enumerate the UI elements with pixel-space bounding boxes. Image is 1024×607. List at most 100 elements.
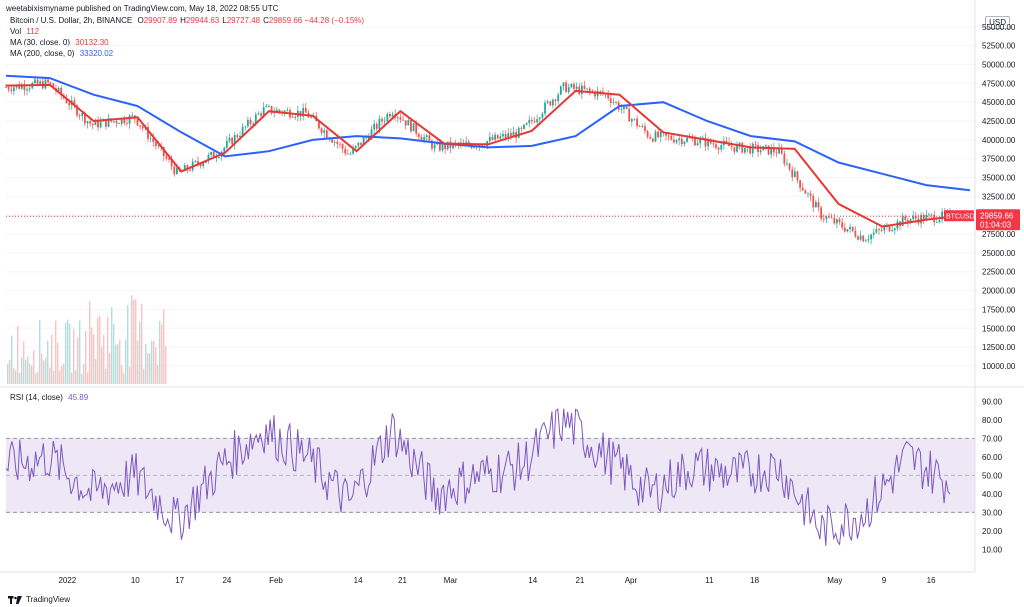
candle-body [751, 143, 754, 154]
candle-body [796, 171, 799, 181]
candle-body [583, 85, 586, 89]
candle-body [638, 126, 641, 127]
volume-bar [99, 315, 101, 384]
rsi-tick-label: 20.00 [982, 527, 1003, 536]
candle-body [446, 141, 449, 150]
candle-body [536, 119, 539, 123]
candle-body [867, 239, 870, 241]
candle-body [922, 214, 925, 221]
volume-bar [87, 372, 89, 384]
candle-body [772, 147, 775, 153]
candle-body [225, 140, 228, 148]
price-tick-label: 17500.00 [982, 305, 1016, 314]
price-tick-label: 10000.00 [982, 362, 1016, 371]
volume-bar [131, 295, 133, 384]
candle-body [812, 196, 815, 208]
candle-body [34, 79, 36, 83]
last-price-box [976, 209, 1020, 231]
candle-body [373, 123, 376, 130]
candle-body [78, 115, 81, 117]
candle-body [780, 147, 783, 154]
volume-bar [57, 342, 59, 384]
candle-body [846, 229, 849, 232]
candle-body [907, 219, 909, 223]
candle-body [688, 137, 691, 139]
candle-body [552, 99, 554, 106]
candle-body [162, 146, 165, 157]
candle-body [462, 142, 465, 144]
candle-body [157, 145, 160, 147]
last-price-label: 29859.66 [980, 211, 1014, 220]
rsi-tick-label: 40.00 [982, 490, 1003, 499]
candle-body [707, 139, 709, 147]
candle-body [767, 145, 770, 155]
candle-body [402, 119, 404, 121]
candle-body [883, 226, 886, 231]
candle-body [118, 123, 120, 125]
candle-body [115, 121, 118, 124]
symbol-legend: Bitcoin / U.S. Dollar, 2h, BINANCE O2990… [10, 16, 364, 25]
candle-body [488, 136, 491, 142]
rsi-legend: RSI (14, close) 45.89 [10, 393, 88, 402]
footer-brand[interactable]: TradingView [8, 595, 70, 604]
candle-body [625, 106, 628, 109]
candle-body [636, 118, 638, 127]
volume-bar [107, 316, 109, 384]
candle-body [891, 230, 894, 232]
candle-body [801, 187, 804, 191]
candle-body [920, 214, 922, 224]
candle-body [165, 156, 168, 159]
candle-body [854, 230, 857, 237]
candle-body [212, 151, 215, 158]
candle-body [517, 127, 520, 138]
volume-bar [139, 321, 141, 384]
price-tick-label: 25000.00 [982, 249, 1016, 258]
candle-body [86, 121, 89, 124]
candle-body [354, 145, 357, 148]
ohlc-label: C [263, 16, 269, 25]
ohlc-label: L [222, 16, 227, 25]
volume-bar [129, 366, 131, 384]
candle-body [843, 227, 846, 232]
candle-body [278, 109, 281, 112]
candle-body [825, 216, 828, 220]
volume-bar [53, 370, 55, 384]
candle-body [105, 119, 107, 127]
candle-body [841, 222, 844, 228]
candle-body [286, 110, 289, 111]
candle-body [415, 123, 418, 134]
volume-bar [95, 358, 97, 384]
candle-body [423, 137, 425, 140]
candle-body [875, 229, 878, 233]
candle-body [378, 118, 381, 129]
candle-body [360, 142, 362, 145]
candle-body [783, 153, 786, 164]
time-tick-label: 10 [131, 576, 140, 585]
ma200-legend: MA (200, close, 0) 33320.02 [10, 49, 113, 58]
price-tick-label: 42500.00 [982, 117, 1016, 126]
candle-body [176, 167, 178, 175]
volume-bar [147, 353, 149, 384]
volume-bar [133, 299, 135, 384]
candle-body [528, 119, 531, 124]
currency-badge[interactable]: USD [985, 16, 1010, 29]
candle-body [672, 139, 675, 143]
volume-bar [67, 319, 69, 384]
candle-body [531, 119, 533, 122]
candle-body [236, 135, 239, 138]
volume-bar [119, 340, 121, 384]
candle-body [302, 107, 305, 117]
candle-body [615, 102, 617, 103]
volume-bar [55, 320, 57, 384]
volume-bar [15, 370, 17, 384]
volume-bar [149, 353, 151, 384]
rsi-line [5, 408, 951, 546]
candle-body [152, 138, 155, 143]
volume-bar [89, 301, 91, 384]
candle-body [738, 142, 741, 145]
volume-bar [115, 345, 117, 384]
candle-body [833, 217, 836, 224]
candle-body [139, 125, 142, 127]
volume-bar [59, 370, 61, 384]
